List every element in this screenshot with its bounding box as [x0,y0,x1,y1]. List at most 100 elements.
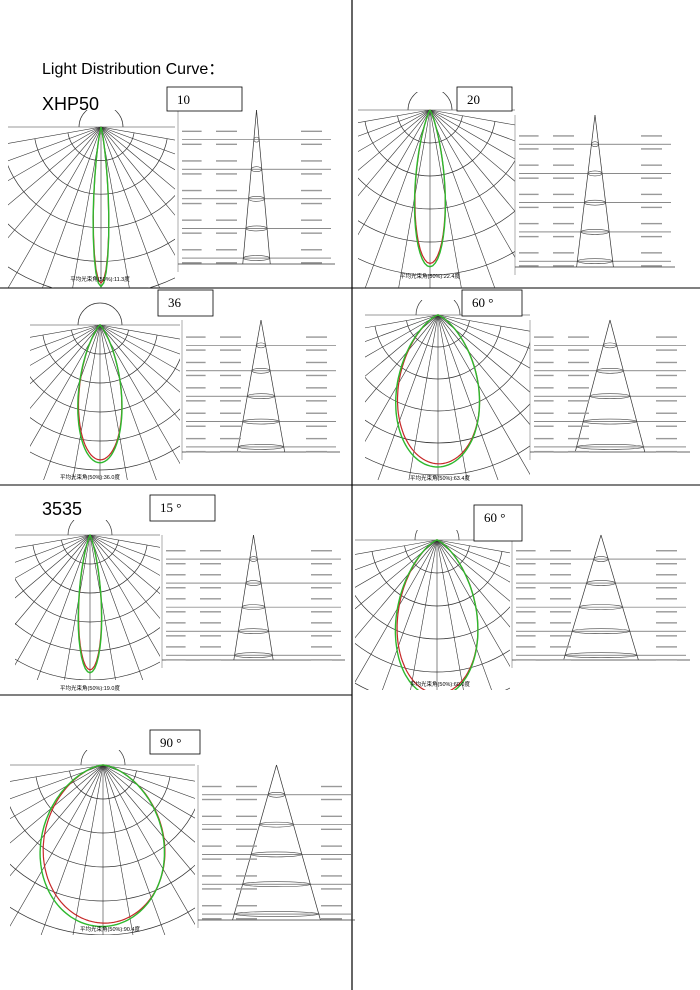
polar-ray [15,534,91,666]
cone-ellipse [259,821,294,828]
cone-ellipse [267,792,286,798]
page-title: Light Distribution Curve： [42,61,224,78]
polar-ray [10,764,104,820]
cone-fine-print [200,646,221,648]
cone-fine-print [306,336,327,338]
cone-fine-print [311,635,332,637]
cone-fine-print [311,622,332,624]
polar-ray [8,126,102,182]
polar-ray [43,324,101,480]
polar-ray [99,324,128,480]
cone-fine-print [641,222,662,225]
cone-fine-print [216,143,237,146]
polar-ray [99,324,180,465]
polar-ray [429,109,515,212]
polar-ray [89,534,160,548]
cone-ellipse [589,393,631,399]
polar-arc [77,302,123,326]
cone-fine-print [534,349,554,351]
polar-ray [429,109,515,126]
cone-ellipse [242,255,271,261]
cone-fine-print [568,361,589,364]
cone-fine-print [519,193,539,196]
label-box [149,494,216,522]
cone-fine-print [236,845,257,847]
cone-ellipse [564,652,638,658]
cone-edge [242,109,257,265]
cone-fine-print [534,437,554,440]
polar-ray [40,764,104,935]
polar-ray [358,109,431,152]
polar-ray [436,539,510,668]
green-curve [394,314,481,468]
cone-fine-print [656,646,677,648]
cone-fine-print [306,412,327,414]
green-curve [39,764,166,928]
cone-edge [594,114,614,268]
cone-fine-print [550,646,571,648]
polar-ray [102,764,195,876]
cone-fine-print [236,875,257,877]
polar-ray [36,534,91,680]
cone-ellipse [596,367,624,374]
polar-ray [99,324,180,340]
polar-ray [429,109,515,160]
cone-fine-print [516,550,536,552]
cone-fine-print [166,635,186,637]
cone-fine-print [519,164,539,166]
cone-ellipse [250,166,263,173]
cone-edge [609,319,646,453]
polar-ray [436,539,510,583]
cone-fine-print [534,374,554,377]
polar-ray [89,534,116,680]
polar-ray [436,539,464,690]
cone-ellipse [593,556,609,562]
polar-ray [358,109,431,197]
group-title: 3535 [42,499,82,519]
cone-fine-print [656,349,677,351]
beam-angle-caption: 平均光束角(50%):90.4度 [80,925,140,933]
cone-fine-print [236,888,257,890]
polar-ray [72,324,101,480]
polar-ray [102,764,134,935]
polar-chart [10,750,195,935]
cone-fine-print [534,400,554,402]
cone-fine-print [166,659,186,661]
cone-fine-print [516,587,536,589]
cone-fine-print [202,888,222,890]
polar-ray [102,764,195,782]
polar-arc [8,266,175,288]
polar-ray [429,109,462,288]
polar-ray [437,314,530,426]
beam-angle-caption: 平均光束角(50%):19.0度 [60,684,120,692]
polar-ray [99,324,180,421]
cone-ellipse [586,580,616,586]
polar-ray [102,764,166,935]
cone-edge [232,764,277,921]
cone-fine-print [220,400,241,402]
cone-fine-print [186,425,206,427]
polar-ray [365,314,439,358]
polar-ray [8,126,102,206]
polar-ray [436,539,492,690]
cone-ellipse [603,342,617,349]
polar-ray [429,109,496,288]
cone-fine-print [301,189,322,192]
cone-fine-print [202,828,222,831]
cone-fine-print [311,611,332,613]
cone-fine-print [321,798,342,801]
polar-arc [67,520,113,536]
cone-fine-print [656,635,677,637]
cone-ellipse [251,367,271,374]
polar-ray [8,126,102,239]
cone-ellipse [250,851,303,858]
polar-ray [100,126,175,216]
cone-fine-print [321,888,342,890]
cone-fine-print [568,336,589,338]
cone-fine-print [553,148,574,150]
cone-fine-print [186,400,206,402]
polar-ray [72,764,104,935]
cone-diagram [529,319,690,460]
cone-fine-print [306,349,327,351]
cone-fine-print [186,349,206,351]
